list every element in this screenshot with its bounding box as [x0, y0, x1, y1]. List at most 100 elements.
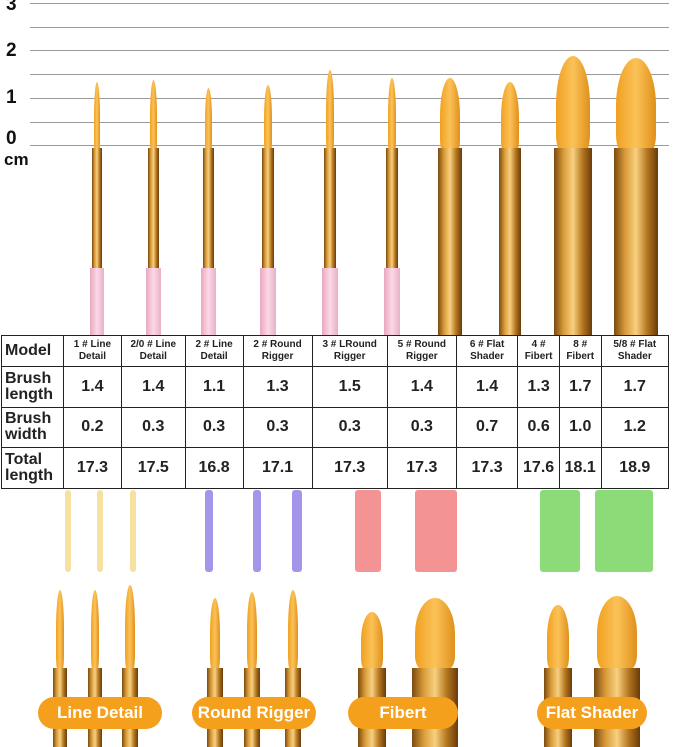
brush-ferrule — [147, 148, 159, 268]
paint-stroke — [253, 490, 261, 572]
tick-1: 1 — [6, 87, 17, 108]
cell-value: 0.3 — [120, 406, 186, 449]
brush-handle — [322, 268, 338, 338]
brush-hair — [440, 78, 460, 154]
brush-hair — [326, 70, 334, 154]
paint-stroke — [355, 490, 381, 572]
cell-value: 17.6 — [517, 447, 560, 489]
table-row: Brush width 0.2 0.3 0.3 0.3 0.3 0.3 0.7 0.6 1.0 1.… — [1, 406, 670, 449]
brush-hair — [288, 590, 298, 670]
paint-stroke — [205, 490, 213, 572]
row-label: Total length — [1, 447, 64, 489]
cell-value: 0.2 — [63, 406, 122, 449]
brush-ferrule — [324, 148, 336, 268]
paint-stroke — [415, 490, 457, 572]
brush-ferrule — [438, 148, 462, 338]
model-header: Model — [1, 335, 64, 367]
paint-stroke — [97, 490, 103, 572]
cell-value: 1.2 — [600, 406, 670, 449]
cell-value: 17.1 — [242, 447, 313, 489]
spec-table: Model 1 # Line Detail 2/0 # Line Detail 2 #… — [1, 335, 670, 489]
paint-stroke — [292, 490, 302, 572]
brush-ferrule — [499, 148, 521, 338]
brush-handle — [200, 268, 216, 338]
brush-hair — [210, 598, 220, 670]
cell-value: 17.5 — [120, 447, 186, 489]
brush-hair — [597, 596, 637, 670]
brush-ferrule — [554, 148, 592, 338]
cell-value: 17.3 — [63, 447, 122, 489]
model-name: 5/8 # Flat Shader — [600, 335, 670, 367]
brush-hair — [547, 605, 569, 670]
label-flat-shader: Flat Shader — [537, 697, 647, 729]
paint-stroke — [595, 490, 653, 572]
brush-ferrule — [262, 148, 274, 268]
label-fibert: Fibert — [348, 697, 458, 729]
model-name: 2/0 # Line Detail — [120, 335, 186, 367]
cell-value: 0.3 — [386, 406, 457, 449]
cell-value: 1.4 — [120, 365, 186, 408]
model-name: 1 # Line Detail — [63, 335, 122, 367]
tick-0: 0 — [6, 128, 17, 149]
model-name: 2 # Line Detail — [184, 335, 244, 367]
paint-stroke — [65, 490, 71, 572]
cell-value: 1.4 — [455, 365, 519, 408]
brush-handle — [260, 268, 276, 338]
table-row: Total length 17.3 17.5 16.8 17.1 17.3 17.3 17.3… — [1, 447, 670, 489]
brush-hair — [56, 590, 64, 670]
brush-hair — [361, 612, 383, 670]
model-name: 5 # Round Rigger — [386, 335, 457, 367]
cell-value: 0.3 — [184, 406, 244, 449]
cell-value: 0.3 — [311, 406, 388, 449]
brush-handle — [145, 268, 161, 338]
cell-value: 1.7 — [600, 365, 670, 408]
brush-ferrule — [92, 148, 102, 268]
brush-hair — [501, 82, 519, 154]
brush-hair — [149, 80, 157, 154]
row-label: Brush length — [1, 365, 64, 408]
model-name: 2 # Round Rigger — [242, 335, 313, 367]
brush-hair — [388, 78, 396, 154]
brush-hair — [204, 88, 212, 154]
tick-3: 3 — [6, 0, 17, 15]
brush-ferrule — [386, 148, 398, 268]
paint-stroke — [540, 490, 580, 572]
cell-value: 1.4 — [386, 365, 457, 408]
label-round-rigger: Round Rigger — [192, 697, 316, 729]
brush-hair — [94, 82, 100, 154]
row-label: Brush width — [1, 406, 64, 449]
brush-handle — [90, 268, 104, 338]
model-name: 6 # Flat Shader — [455, 335, 519, 367]
paint-stroke — [130, 490, 136, 572]
cell-value: 16.8 — [184, 447, 244, 489]
cell-value: 1.0 — [558, 406, 602, 449]
cell-value: 18.9 — [600, 447, 670, 489]
model-name: 4 # Fibert — [517, 335, 560, 367]
header-row: Model 1 # Line Detail 2/0 # Line Detail 2 #… — [1, 335, 670, 367]
brush-hair — [125, 585, 135, 670]
cell-value: 1.7 — [558, 365, 602, 408]
cell-value: 17.3 — [311, 447, 388, 489]
model-name: 8 # Fibert — [558, 335, 602, 367]
brush-hair — [556, 56, 590, 154]
cell-value: 1.4 — [63, 365, 122, 408]
brush-hair — [264, 85, 272, 154]
model-name: 3 # LRound Rigger — [311, 335, 388, 367]
brush-handle — [384, 268, 400, 338]
cell-value: 1.5 — [311, 365, 388, 408]
cell-value: 0.7 — [455, 406, 519, 449]
cell-value: 1.3 — [242, 365, 313, 408]
cell-value: 17.3 — [386, 447, 457, 489]
cell-value: 0.3 — [242, 406, 313, 449]
brush-hair — [247, 592, 257, 670]
brush-ferrule — [614, 148, 658, 338]
cell-value: 18.1 — [558, 447, 602, 489]
unit-label: cm — [4, 150, 29, 169]
brush-hair — [91, 590, 99, 670]
tick-2: 2 — [6, 40, 17, 61]
brush-hair — [415, 598, 455, 670]
table-row: Brush length 1.4 1.4 1.1 1.3 1.5 1.4 1.4 1.3 1.7 1… — [1, 365, 670, 408]
cell-value: 17.3 — [455, 447, 519, 489]
cell-value: 1.3 — [517, 365, 560, 408]
brush-hair — [616, 58, 656, 154]
